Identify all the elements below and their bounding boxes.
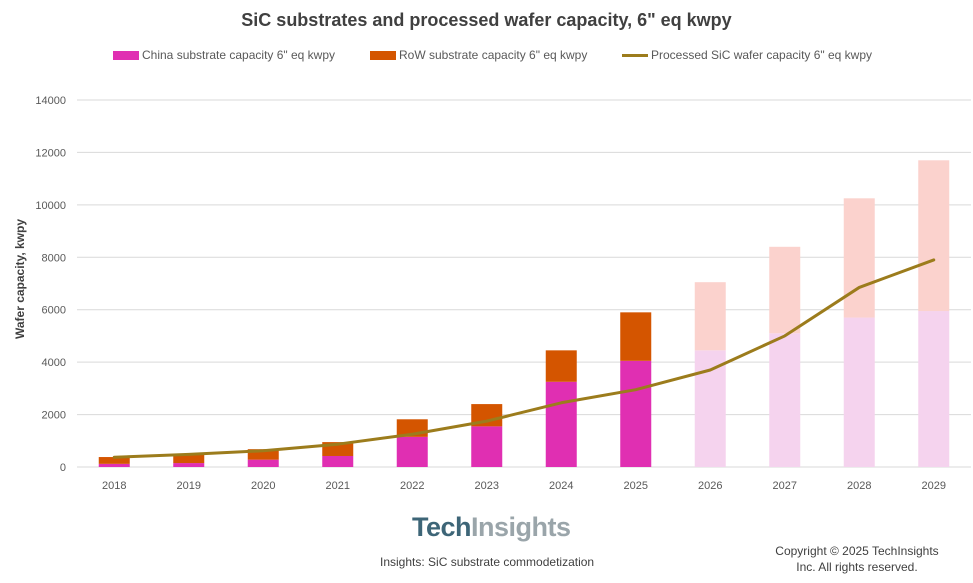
x-tick-label-2028: 2028 xyxy=(847,480,871,492)
legend-label-processed: Processed SiC wafer capacity 6" eq kwpy xyxy=(651,48,873,62)
x-tick-label-2026: 2026 xyxy=(698,480,722,492)
bar-row-2027 xyxy=(769,246,801,334)
bar-china-2025 xyxy=(620,360,652,467)
bar-china-2022 xyxy=(396,436,428,467)
bar-china-2021 xyxy=(322,455,354,467)
bar-china-2029 xyxy=(918,311,950,467)
x-tick-label-2025: 2025 xyxy=(624,480,648,492)
legend-swatch-china xyxy=(113,50,139,60)
y-tick-label-14000: 14000 xyxy=(35,95,66,107)
chart-title: SiC substrates and processed wafer capac… xyxy=(241,10,732,30)
bar-china-2019 xyxy=(173,463,205,467)
bar-china-2026 xyxy=(694,350,726,467)
bar-china-2028 xyxy=(843,317,875,467)
bar-china-2023 xyxy=(471,426,503,467)
x-tick-label-2019: 2019 xyxy=(177,480,201,492)
legend-item-china: China substrate capacity 6" eq kwpy xyxy=(113,48,335,62)
y-tick-label-2000: 2000 xyxy=(42,410,66,422)
y-tick-label-6000: 6000 xyxy=(42,305,66,317)
bar-row-2020 xyxy=(247,449,279,460)
x-tick-label-2021: 2021 xyxy=(326,480,350,492)
y-tick-label-10000: 10000 xyxy=(35,200,66,212)
bar-row-2023 xyxy=(471,404,503,427)
x-tick-label-2023: 2023 xyxy=(475,480,499,492)
legend-line-processed xyxy=(622,53,648,57)
bar-china-2024 xyxy=(545,381,577,467)
bar-china-2018 xyxy=(98,463,130,467)
x-tick-label-2027: 2027 xyxy=(773,480,797,492)
bar-row-2029 xyxy=(918,160,950,312)
bar-china-2027 xyxy=(769,333,801,467)
bar-row-2019 xyxy=(173,454,205,464)
bar-row-2028 xyxy=(843,198,875,318)
legend-label-china: China substrate capacity 6" eq kwpy xyxy=(142,48,336,62)
logo-part-insights: Insights xyxy=(471,512,571,542)
bar-row-2024 xyxy=(545,350,577,382)
x-tick-label-2022: 2022 xyxy=(400,480,424,492)
copyright-line-1: Copyright © 2025 TechInsights xyxy=(775,544,939,558)
x-tick-label-2018: 2018 xyxy=(102,480,126,492)
legend-label-row: RoW substrate capacity 6" eq kwpy xyxy=(399,48,588,62)
y-tick-label-12000: 12000 xyxy=(35,147,66,159)
line-processed-capacity xyxy=(112,258,936,459)
legend-item-processed: Processed SiC wafer capacity 6" eq kwpy xyxy=(622,48,872,62)
logo-part-tech: Tech xyxy=(412,512,472,542)
techinsights-logo: TechInsights xyxy=(412,512,571,543)
x-tick-label-2024: 2024 xyxy=(549,480,573,492)
copyright-note: Copyright © 2025 TechInsights Inc. All r… xyxy=(757,543,957,575)
chart-legend: China substrate capacity 6" eq kwpy RoW … xyxy=(0,48,973,64)
x-tick-label-2020: 2020 xyxy=(251,480,275,492)
bar-row-2018 xyxy=(98,457,130,464)
bar-row-2026 xyxy=(694,282,726,351)
x-tick-label-2029: 2029 xyxy=(922,480,946,492)
source-note: Insights: SiC substrate commodetization xyxy=(380,555,595,569)
y-tick-label-0: 0 xyxy=(60,462,66,474)
bar-row-2025 xyxy=(620,312,652,361)
copyright-line-2: Inc. All rights reserved. xyxy=(796,560,918,574)
legend-swatch-row xyxy=(370,50,396,60)
y-tick-label-4000: 4000 xyxy=(42,357,66,369)
legend-item-row: RoW substrate capacity 6" eq kwpy xyxy=(370,48,587,62)
y-tick-label-8000: 8000 xyxy=(42,252,66,264)
bar-china-2020 xyxy=(247,459,279,467)
